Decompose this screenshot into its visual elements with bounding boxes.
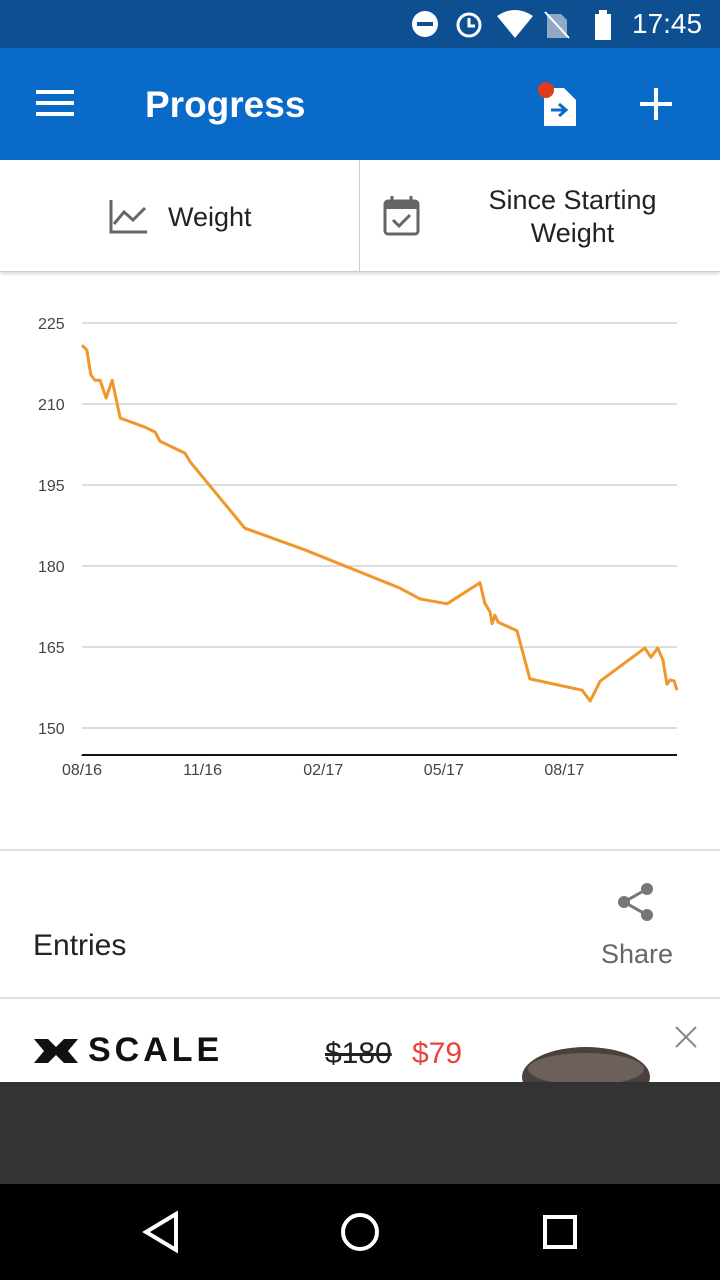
- ad-banner[interactable]: SCALE $180 $79: [0, 997, 720, 1082]
- x-tick-label: 08/17: [544, 762, 584, 779]
- status-icons: [412, 10, 611, 40]
- y-tick-label: 195: [38, 478, 65, 495]
- y-tick-label: 180: [38, 559, 65, 576]
- empty-area: [0, 1082, 720, 1184]
- chart: 150 165 180 195 210 225 08/16 11/16 02/17 05/17 08…: [38, 316, 679, 779]
- app-bar: Progress: [0, 48, 720, 160]
- range-selector[interactable]: Since Starting Weight: [440, 184, 705, 250]
- y-tick-label: 210: [38, 397, 65, 414]
- x-tick-label: 08/16: [62, 762, 102, 779]
- share-button[interactable]: Share: [601, 939, 674, 969]
- nav-bar: [0, 1184, 720, 1280]
- old-price: $180: [325, 1037, 392, 1070]
- x-tick-label: 05/17: [424, 762, 464, 779]
- clock: 17:45: [632, 8, 703, 39]
- screen-title: Progress: [145, 84, 306, 125]
- filter-row: Weight Since Starting Weight: [0, 160, 720, 272]
- brand-logo: [34, 1039, 78, 1063]
- chart-icon: [109, 200, 147, 234]
- range-text: Since Starting: [488, 185, 657, 215]
- new-price: $79: [412, 1037, 463, 1070]
- entries-section: Entries Share: [0, 849, 720, 999]
- brand-name: SCALE: [88, 1031, 224, 1069]
- add-button[interactable]: [638, 86, 674, 122]
- y-tick-label: 165: [38, 640, 65, 657]
- entries-title: Entries: [33, 929, 127, 962]
- calendar-icon: [383, 196, 420, 236]
- nav-buttons: [142, 1210, 577, 1254]
- product-image: [522, 1047, 650, 1082]
- share-icon: [618, 883, 653, 921]
- y-tick-label: 225: [38, 316, 65, 333]
- x-tick-label: 11/16: [183, 762, 222, 779]
- x-tick-label: 02/17: [303, 762, 343, 779]
- metric-selector[interactable]: Weight: [168, 202, 252, 232]
- status-bar: 17:45: [0, 0, 720, 48]
- export-button[interactable]: [535, 80, 585, 128]
- divider: [359, 160, 360, 271]
- menu-button[interactable]: [36, 88, 76, 118]
- range-text: Weight: [530, 218, 615, 248]
- weight-line: [80, 344, 679, 703]
- close-ad[interactable]: [674, 1025, 698, 1049]
- y-tick-label: 150: [38, 721, 65, 738]
